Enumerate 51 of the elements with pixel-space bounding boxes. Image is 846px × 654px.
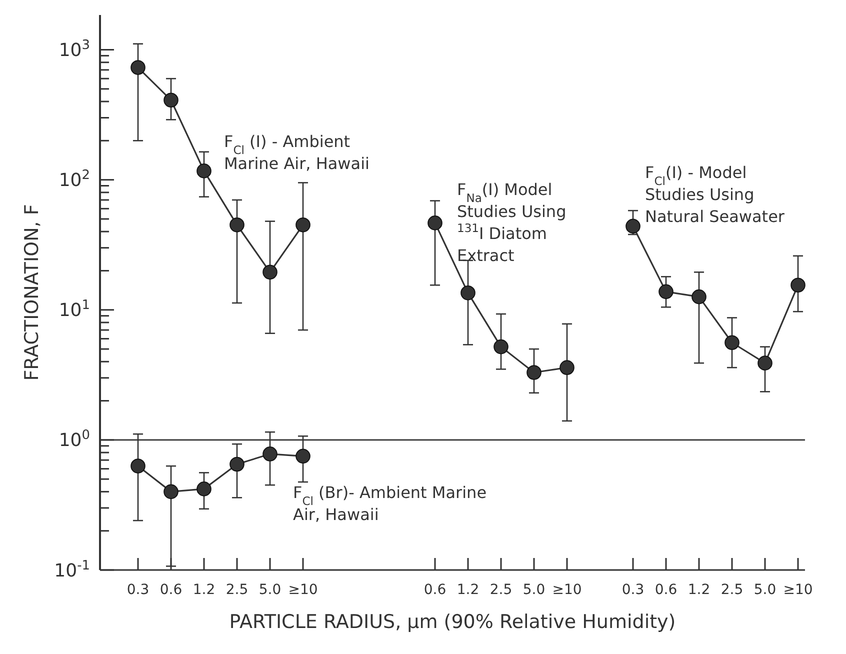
x-tick-label: 0.3 [622,582,644,598]
point [692,289,706,304]
point [262,446,278,462]
point [758,356,772,370]
point [130,458,146,474]
point [196,482,212,496]
x-tick-label: ≥10 [783,582,813,598]
point [460,286,476,300]
point [526,365,542,380]
point [164,484,178,500]
point [262,264,278,280]
series-label: F$_{Cl}$ (I) - Ambient Marine Air, Hawaii [224,132,370,173]
point [296,448,310,464]
series-label: F$_{Na}$(I) Model Studies Using $^{131}$I Diatom Extract [457,180,566,265]
x-tick-label: 2.5 [490,582,512,598]
point [658,284,674,300]
x-tick-label: ≥10 [288,582,318,598]
y-tick-label: 10$^{-1}$ [54,558,90,582]
point [230,218,244,232]
point [626,218,640,234]
x-tick-label: 0.6 [654,582,678,598]
point [724,335,740,350]
y-tick-label: 10$^{3}$ [58,38,90,62]
x-tick-label: 0.6 [160,582,182,598]
x-tick-label: 0.3 [126,582,150,598]
x-tick-label: 1.2 [456,582,480,598]
y-tick-label: 10$^{1}$ [58,298,90,322]
point [790,278,806,293]
y-tick-label: 10$^{2}$ [58,168,90,192]
point [560,360,574,375]
x-tick-label: 5.0 [258,582,282,598]
point [428,216,442,230]
point [230,456,244,472]
x-axis-title: PARTICLE RADIUS, μm (90% Relative Humidity) [229,611,676,633]
point [296,218,310,232]
x-tick-label: ≥10 [552,582,582,598]
x-tick-label: 1.2 [688,582,710,598]
point [130,60,146,75]
x-tick-label: 1.2 [192,582,216,598]
x-tick-label: 2.5 [720,582,744,598]
x-tick-label: 5.0 [754,582,776,598]
point [164,92,178,108]
x-tick-label: 5.0 [522,582,546,598]
x-tick-label: 2.5 [226,582,248,598]
y-axis-title: FRACTIONATION, F [21,204,43,381]
series-label: F$_{Cl}$(I) - Model Studies Using Natural Seawater [645,163,785,226]
y-tick-label: 10$^{0}$ [58,428,90,452]
x-tick-label: 0.6 [424,582,446,598]
point [494,339,508,354]
point [196,164,212,178]
series-label: F$_{Cl}$ (Br)- Ambient Marine Air, Hawaii [293,483,487,524]
